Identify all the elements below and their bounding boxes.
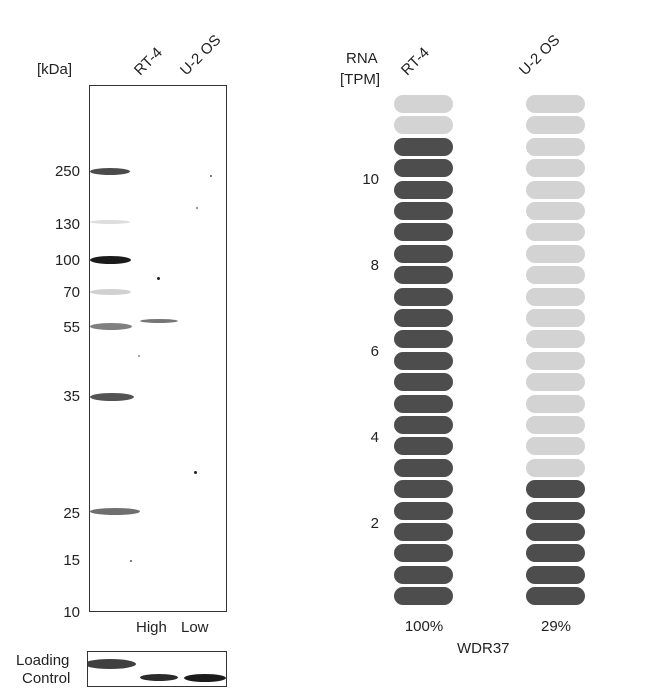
level-label-low: Low [181, 619, 209, 636]
rna-segment-filled [394, 287, 453, 306]
marker-label-15: 15 [63, 552, 80, 569]
rna-segment-filled [394, 351, 453, 370]
rna-segment-empty [526, 137, 585, 156]
rna-segment-empty [526, 116, 585, 135]
rna-segment-filled [526, 480, 585, 499]
rna-segment-empty [526, 244, 585, 263]
lane-label-u2os: U-2 OS [176, 31, 225, 79]
rna-segment-filled [394, 394, 453, 413]
level-label-high: High [136, 619, 167, 636]
rna-column-label-u2os: U-2 OS [515, 31, 564, 79]
ladder-band-25 [90, 508, 140, 515]
marker-label-35: 35 [63, 388, 80, 405]
loading-control-band-u2os [184, 674, 226, 682]
rna-header-line1: RNA [346, 50, 378, 67]
loading-control-blot [87, 651, 227, 687]
rna-segment-filled [394, 544, 453, 563]
rna-segment-filled [394, 565, 453, 584]
ladder-band-100 [90, 256, 131, 264]
rna-segment-empty [526, 416, 585, 434]
marker-label-70: 70 [63, 284, 80, 301]
rna-segment-empty [526, 287, 585, 306]
rna-segment-filled [394, 309, 453, 327]
rna-segment-filled [526, 501, 585, 520]
rna-segment-filled [394, 180, 453, 199]
rna-segment-empty [394, 116, 453, 135]
loading-control-label-line1: Loading [16, 652, 70, 669]
loading-control-band-rt4 [140, 674, 178, 681]
rna-segment-filled [394, 480, 453, 499]
rna-segment-filled [394, 244, 453, 263]
rna-segment-filled [394, 373, 453, 392]
rna-y-tick-2: 2 [370, 515, 379, 532]
rna-segment-filled [394, 266, 453, 285]
marker-label-250: 250 [54, 163, 80, 180]
rna-segment-filled [526, 565, 585, 584]
ladder-band-35 [90, 393, 134, 401]
rna-segment-empty [526, 202, 585, 220]
rna-percent-rt4: 100% [404, 618, 444, 635]
marker-label-25: 25 [63, 505, 80, 522]
rna-segment-empty [526, 159, 585, 178]
rna-segment-filled [394, 458, 453, 477]
rna-segment-filled [394, 587, 453, 606]
ladder-band-70 [90, 289, 131, 295]
rna-y-tick-10: 10 [362, 171, 379, 188]
rna-segment-filled [394, 202, 453, 220]
speck [138, 355, 140, 357]
rna-percent-u2os: 29% [540, 618, 572, 635]
ladder-band-55 [90, 323, 132, 330]
rna-column-u2os [526, 95, 586, 607]
rna-segment-filled [394, 330, 453, 349]
rna-header-line2: [TPM] [340, 71, 380, 88]
rna-segment-empty [526, 373, 585, 392]
rna-segment-filled [394, 523, 453, 541]
rna-segment-filled [394, 223, 453, 242]
loading-control-label-line2: Control [22, 670, 71, 687]
rna-segment-filled [526, 544, 585, 563]
speck [157, 277, 160, 280]
rna-segment-filled [394, 437, 453, 456]
ladder-band-250 [90, 168, 130, 175]
marker-label-100: 100 [54, 252, 80, 269]
rna-segment-filled [394, 137, 453, 156]
rna-y-tick-6: 6 [370, 343, 379, 360]
rna-segment-empty [526, 351, 585, 370]
rna-segment-empty [526, 223, 585, 242]
rna-column-rt4 [394, 95, 454, 607]
loading-control-band-ladder [88, 659, 136, 669]
rna-segment-empty [526, 394, 585, 413]
speck [196, 207, 198, 209]
rna-segment-empty [526, 95, 585, 113]
rna-column-label-rt4: RT-4 [397, 44, 433, 79]
speck [210, 175, 212, 177]
rna-segment-empty [526, 266, 585, 285]
lane-label-rt4: RT-4 [130, 44, 166, 79]
marker-label-55: 55 [63, 319, 80, 336]
rna-segment-empty [394, 95, 453, 113]
speck [130, 560, 132, 562]
rt4-target-band [140, 319, 178, 323]
rna-y-tick-8: 8 [370, 257, 379, 274]
western-blot-image [89, 85, 227, 612]
gene-name: WDR37 [457, 640, 510, 657]
rna-segment-filled [394, 416, 453, 434]
marker-label-10: 10 [63, 604, 80, 621]
rna-y-tick-4: 4 [370, 429, 379, 446]
rna-segment-empty [526, 330, 585, 349]
marker-label-130: 130 [54, 216, 80, 233]
rna-segment-filled [394, 501, 453, 520]
rna-segment-empty [526, 458, 585, 477]
ladder-band-130 [90, 220, 130, 224]
rna-segment-empty [526, 309, 585, 327]
rna-segment-empty [526, 180, 585, 199]
rna-segment-empty [526, 437, 585, 456]
kda-unit-label: [kDa] [37, 61, 73, 78]
rna-segment-filled [526, 587, 585, 606]
speck [194, 471, 197, 474]
rna-segment-filled [394, 159, 453, 178]
rna-segment-filled [526, 523, 585, 541]
